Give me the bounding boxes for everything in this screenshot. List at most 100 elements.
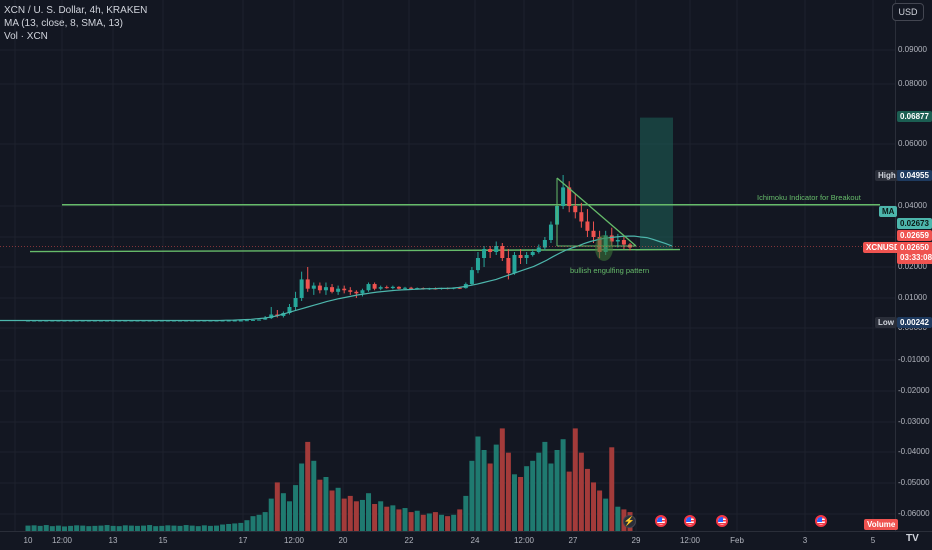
candle-body	[579, 212, 584, 222]
candle-body	[354, 291, 359, 294]
volume-bar	[597, 490, 603, 531]
volume-bar	[347, 495, 353, 531]
volume-bar	[159, 525, 165, 531]
volume-bar	[408, 512, 414, 531]
volume-bar	[110, 525, 116, 531]
candle-body	[488, 249, 493, 252]
vol-legend[interactable]: Vol · XCN	[4, 31, 48, 42]
candle-body	[226, 320, 231, 322]
volume-bar	[195, 526, 201, 531]
triangle-hypotenuse	[556, 177, 637, 247]
candle-body	[530, 252, 535, 255]
trend-drawings[interactable]	[556, 177, 637, 261]
volume-bar	[402, 508, 408, 531]
volume-bar	[274, 482, 280, 531]
price-tick-label: 0.08000	[898, 79, 927, 88]
chart-grid	[0, 0, 895, 531]
ma-legend[interactable]: MA (13, close, 8, SMA, 13)	[4, 18, 123, 29]
volume-bar	[432, 512, 438, 531]
volume-bar	[171, 525, 177, 531]
volume-bar	[232, 523, 238, 531]
us-flag-event-icon[interactable]	[684, 515, 696, 527]
volume-bar	[299, 463, 305, 531]
volume-bar	[481, 450, 487, 531]
candle-body	[238, 320, 243, 322]
ma-label: MA	[879, 206, 898, 217]
time-tick-label: 3	[802, 536, 808, 545]
ichimoku-annotation[interactable]: Ichimoku Indicator for Breakout	[757, 193, 861, 202]
volume-bar	[238, 522, 244, 531]
candle-body	[257, 319, 262, 321]
price-tick-label: -0.01000	[898, 355, 930, 364]
volume-bar	[591, 482, 597, 531]
volume-bar	[420, 514, 426, 531]
volume-bar	[61, 526, 67, 531]
time-tick-label: 27	[568, 536, 578, 545]
time-tick-label: 17	[238, 536, 248, 545]
price-tick-label: -0.03000	[898, 417, 930, 426]
time-tick-label: 12:00	[513, 536, 535, 545]
volume-bar	[250, 516, 256, 531]
candle-body	[494, 246, 499, 252]
us-flag-event-icon[interactable]	[716, 515, 728, 527]
volume-bar	[366, 493, 372, 531]
volume-bar	[153, 526, 159, 531]
volume-bar	[43, 525, 49, 531]
price-tick-label: 0.02000	[898, 262, 927, 271]
ma-path	[0, 235, 673, 322]
volume-bar	[372, 504, 378, 531]
volume-bar	[74, 525, 80, 531]
candle-body	[561, 187, 566, 206]
candle-body	[591, 230, 596, 237]
candle-body	[475, 258, 480, 271]
volume-bar	[548, 463, 554, 531]
volume-bar	[566, 471, 572, 531]
volume-bar	[37, 525, 43, 531]
volume-bar	[268, 498, 274, 531]
candle-body	[348, 290, 353, 292]
volume-bar	[384, 506, 390, 531]
currency-button[interactable]: USD	[892, 3, 924, 21]
candle-body	[390, 286, 395, 289]
volume-bar	[305, 441, 311, 531]
us-flag-event-icon[interactable]	[815, 515, 827, 527]
target-price-tag: 0.06877	[897, 111, 932, 122]
volume-bar	[457, 509, 463, 531]
candle-body	[615, 240, 620, 242]
candle-body	[305, 279, 310, 289]
volume-bar	[189, 525, 195, 531]
volume-bar	[609, 447, 615, 531]
symbol-title[interactable]: XCN / U. S. Dollar, 4h, KRAKEN	[4, 5, 148, 16]
price-tick-label: -0.02000	[898, 386, 930, 395]
current-price-value: 0.02650	[900, 243, 929, 252]
volume-bar	[536, 452, 542, 531]
volume-bar	[226, 523, 232, 531]
volume-bar	[128, 525, 134, 531]
candle-body	[536, 247, 541, 252]
volume-bar	[165, 525, 171, 531]
candle-body	[244, 320, 249, 322]
candle-body	[330, 287, 335, 292]
volume-bar	[390, 505, 396, 531]
candle-body	[512, 255, 517, 274]
us-flag-event-icon[interactable]	[655, 515, 667, 527]
candle-body	[293, 298, 298, 307]
horizontal-lines[interactable]	[29, 204, 880, 253]
price-tick-label: 0.01000	[898, 293, 927, 302]
candle-body	[482, 249, 487, 258]
candle-body	[621, 240, 626, 245]
candle-body	[567, 187, 572, 206]
candle-body	[524, 255, 529, 258]
time-tick-label: 13	[108, 536, 118, 545]
ma-price-tag: 0.02673	[897, 218, 932, 229]
volume-bar	[341, 498, 347, 531]
target-zone-rect	[640, 117, 673, 250]
high-label: High	[875, 170, 899, 181]
volume-bar	[317, 479, 323, 531]
volume-bar	[353, 501, 359, 531]
engulfing-annotation[interactable]: bullish engulfing pattern	[570, 266, 650, 275]
time-tick-label: Feb	[730, 536, 744, 545]
flash-icon[interactable]: ⚡	[623, 515, 636, 528]
volume-bar	[584, 468, 590, 531]
